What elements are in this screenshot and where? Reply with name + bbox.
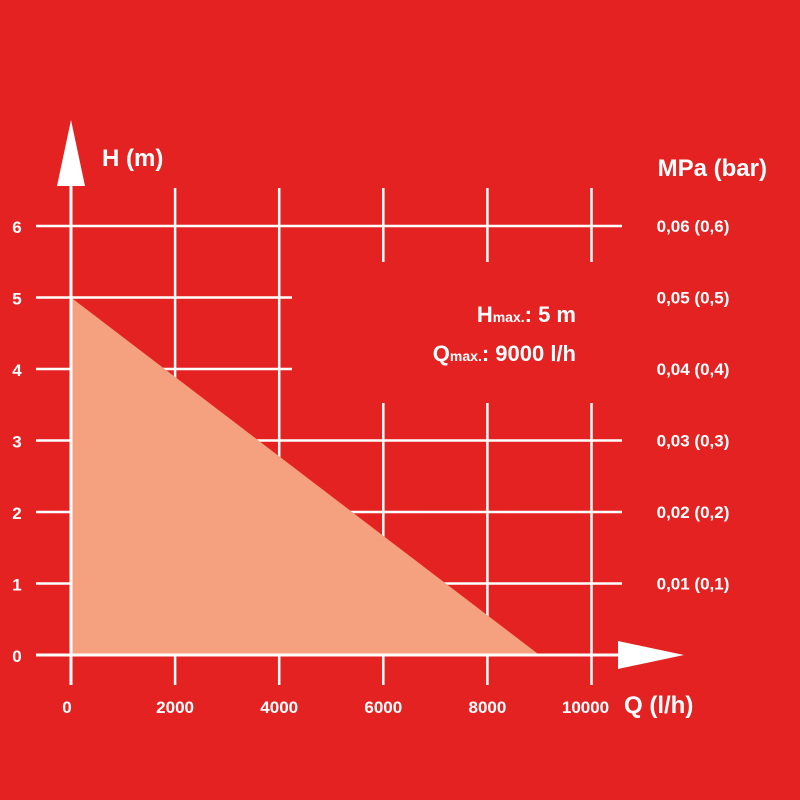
y2-tick-label: 0,06 (0,6) (657, 217, 730, 236)
x-tick-label: 4000 (260, 698, 298, 717)
y2-tick-label: 0,01 (0,1) (657, 575, 730, 594)
qmax-annotation: Qmax.: 9000 l/h (433, 341, 576, 366)
y-tick-label: 5 (12, 290, 21, 309)
y-tick-label: 0 (12, 647, 21, 666)
x-axis-title: Q (l/h) (624, 692, 693, 719)
y-tick-label: 6 (12, 218, 21, 237)
y-tick-label: 2 (12, 504, 21, 523)
axes (36, 120, 684, 685)
y-tick-label: 1 (12, 576, 21, 595)
y-axis-arrow (57, 120, 85, 186)
secondary-y-axis-title: MPa (bar) (658, 155, 767, 182)
y2-tick-label: 0,02 (0,2) (657, 503, 730, 522)
y2-tick-label: 0,05 (0,5) (657, 289, 730, 308)
x-tick-label: 8000 (468, 698, 506, 717)
y-tick-label: 3 (12, 433, 21, 452)
performance-area (71, 297, 540, 655)
x-tick-label: 6000 (364, 698, 402, 717)
x-tick-label: 2000 (156, 698, 194, 717)
x-tick-label: 10000 (562, 698, 609, 717)
y2-tick-label: 0,03 (0,3) (657, 432, 730, 451)
y-axis-title: H (m) (102, 145, 163, 172)
x-axis-arrow (618, 641, 684, 669)
x-tick-label: 0 (62, 698, 71, 717)
hmax-annotation: Hmax.: 5 m (477, 302, 576, 327)
y2-tick-label: 0,04 (0,4) (657, 360, 730, 379)
tick-labels: 0 1 2 3 4 5 6 0 2000 4000 6000 8000 10000 0,01 (0,1) 0… (12, 217, 729, 717)
y-tick-label: 4 (12, 361, 22, 380)
